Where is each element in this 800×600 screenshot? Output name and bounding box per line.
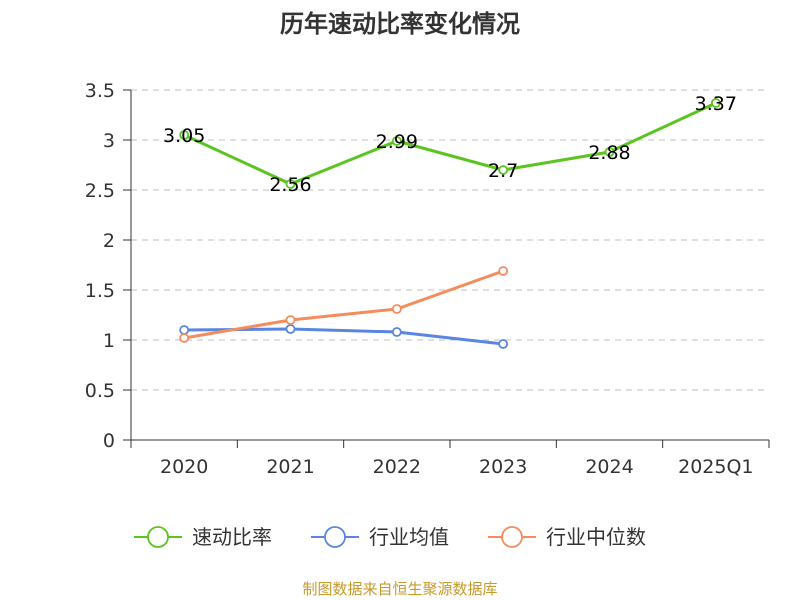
data-point[interactable]	[285, 179, 296, 189]
x-tick-label: 2025Q1	[678, 456, 753, 478]
legend-marker-1[interactable]	[324, 526, 346, 548]
x-tick-label: 2021	[266, 456, 314, 478]
data-point[interactable]	[604, 147, 615, 157]
y-tick-label: 3.5	[85, 80, 115, 102]
y-tick-label: 2	[103, 230, 115, 252]
data-point[interactable]	[179, 333, 190, 343]
data-label: 2.99	[376, 131, 418, 153]
grid-lines	[131, 89, 769, 391]
x-tick-label: 2020	[160, 456, 208, 478]
legend-marker-2[interactable]	[501, 526, 523, 548]
data-point[interactable]	[391, 327, 402, 337]
data-point[interactable]	[498, 165, 509, 175]
data-point[interactable]	[710, 98, 721, 108]
y-tick-label: 0	[103, 430, 115, 452]
data-label: 2.88	[588, 142, 630, 164]
data-point[interactable]	[498, 266, 509, 276]
data-label: 2.7	[488, 160, 518, 182]
axes: 0 0.5 1 1.5 2 2.5 3 3.5 2020 2021 2022 2023 2024 2025…	[85, 80, 770, 478]
y-tick-label: 1.5	[85, 280, 115, 302]
y-tick-label: 0.5	[85, 380, 115, 402]
x-tick-label: 2022	[373, 456, 421, 478]
data-point[interactable]	[391, 136, 402, 146]
x-tick-label: 2024	[585, 456, 633, 478]
x-tick-label: 2023	[479, 456, 527, 478]
legend-label-1[interactable]: 行业均值	[369, 525, 449, 549]
data-point[interactable]	[498, 339, 509, 349]
source-note: 制图数据来自恒生聚源数据库	[302, 580, 498, 598]
data-point[interactable]	[285, 324, 296, 334]
chart-title: 历年速动比率变化情况	[280, 10, 520, 38]
series: 3.05 2.56 2.99 2.7 2.88 3.37	[163, 93, 737, 349]
data-label: 2.56	[269, 174, 311, 196]
legend-label-2[interactable]: 行业中位数	[546, 525, 646, 549]
y-tick-label: 3	[103, 130, 115, 152]
series-line-0	[183, 101, 717, 186]
data-point[interactable]	[179, 325, 190, 335]
legend-marker-0[interactable]	[147, 526, 169, 548]
data-label: 3.05	[163, 125, 205, 147]
y-tick-label: 2.5	[85, 180, 115, 202]
data-point[interactable]	[285, 315, 296, 325]
data-point[interactable]	[391, 304, 402, 314]
data-label: 3.37	[695, 93, 737, 115]
y-tick-label: 1	[103, 330, 115, 352]
series-line-2	[183, 269, 504, 340]
legend-label-0[interactable]: 速动比率	[192, 525, 272, 549]
legend[interactable]: 速动比率 行业均值 行业中位数	[134, 525, 646, 549]
data-point[interactable]	[179, 130, 190, 140]
